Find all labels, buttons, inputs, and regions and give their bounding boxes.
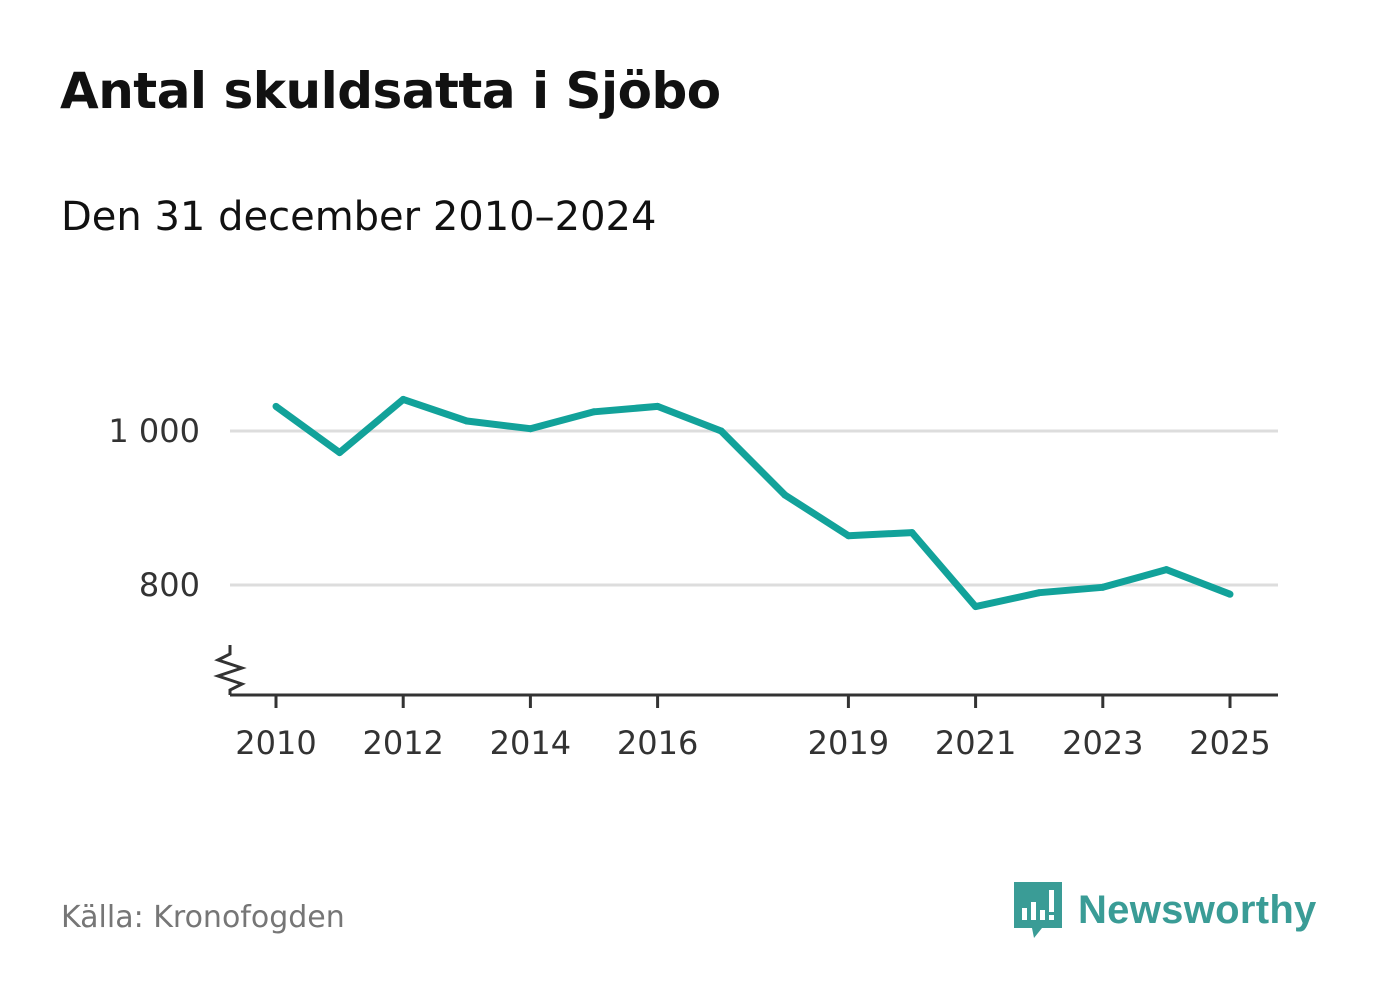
data-point-2016 bbox=[654, 402, 662, 410]
data-point-2023 bbox=[1099, 583, 1107, 591]
data-point-2017 bbox=[717, 427, 725, 435]
x-tick-label-2014: 2014 bbox=[490, 724, 571, 762]
data-point-2011 bbox=[336, 449, 344, 457]
data-point-2022 bbox=[1035, 589, 1043, 597]
data-point-2019 bbox=[844, 532, 852, 540]
data-point-2012 bbox=[399, 395, 407, 403]
bar-chart-speech-bubble-icon bbox=[1014, 882, 1062, 938]
data-point-2025 bbox=[1226, 590, 1234, 598]
data-point-2020 bbox=[908, 529, 916, 537]
data-point-2014 bbox=[526, 425, 534, 433]
x-axis-tick-labels: 2010 2012 2014 2016 2019 2021 2023 2025 bbox=[235, 724, 1270, 762]
chart-title: Antal skuldsatta i Sjöbo bbox=[60, 62, 721, 120]
series bbox=[272, 395, 1234, 611]
source-note: Källa: Kronofogden bbox=[61, 900, 345, 935]
y-tick-label-1000: 1 000 bbox=[108, 412, 200, 450]
x-tick-label-2021: 2021 bbox=[935, 724, 1016, 762]
data-point-2010 bbox=[272, 402, 280, 410]
data-point-2015 bbox=[590, 408, 598, 416]
data-point-2021 bbox=[972, 603, 980, 611]
brand-name: Newsworthy bbox=[1078, 887, 1317, 932]
newsworthy-logo[interactable]: Newsworthy bbox=[1012, 880, 1317, 940]
y-axis-tick-labels: 800 1 000 bbox=[108, 412, 200, 604]
data-point-2018 bbox=[781, 491, 789, 499]
y-tick-label-800: 800 bbox=[139, 566, 200, 604]
x-tick-label-2016: 2016 bbox=[617, 724, 698, 762]
x-tick-label-2025: 2025 bbox=[1189, 724, 1270, 762]
chart-subtitle: Den 31 december 2010–2024 bbox=[61, 194, 657, 240]
axes bbox=[213, 645, 1278, 708]
gridlines bbox=[230, 429, 1278, 587]
data-point-2013 bbox=[463, 417, 471, 425]
x-tick-label-2012: 2012 bbox=[362, 724, 443, 762]
axis-break-symbol bbox=[213, 645, 247, 695]
series-line bbox=[273, 395, 1232, 611]
x-tick-label-2010: 2010 bbox=[235, 724, 316, 762]
x-tick-label-2019: 2019 bbox=[808, 724, 889, 762]
data-point-2024 bbox=[1162, 566, 1170, 574]
x-tick-label-2023: 2023 bbox=[1062, 724, 1143, 762]
